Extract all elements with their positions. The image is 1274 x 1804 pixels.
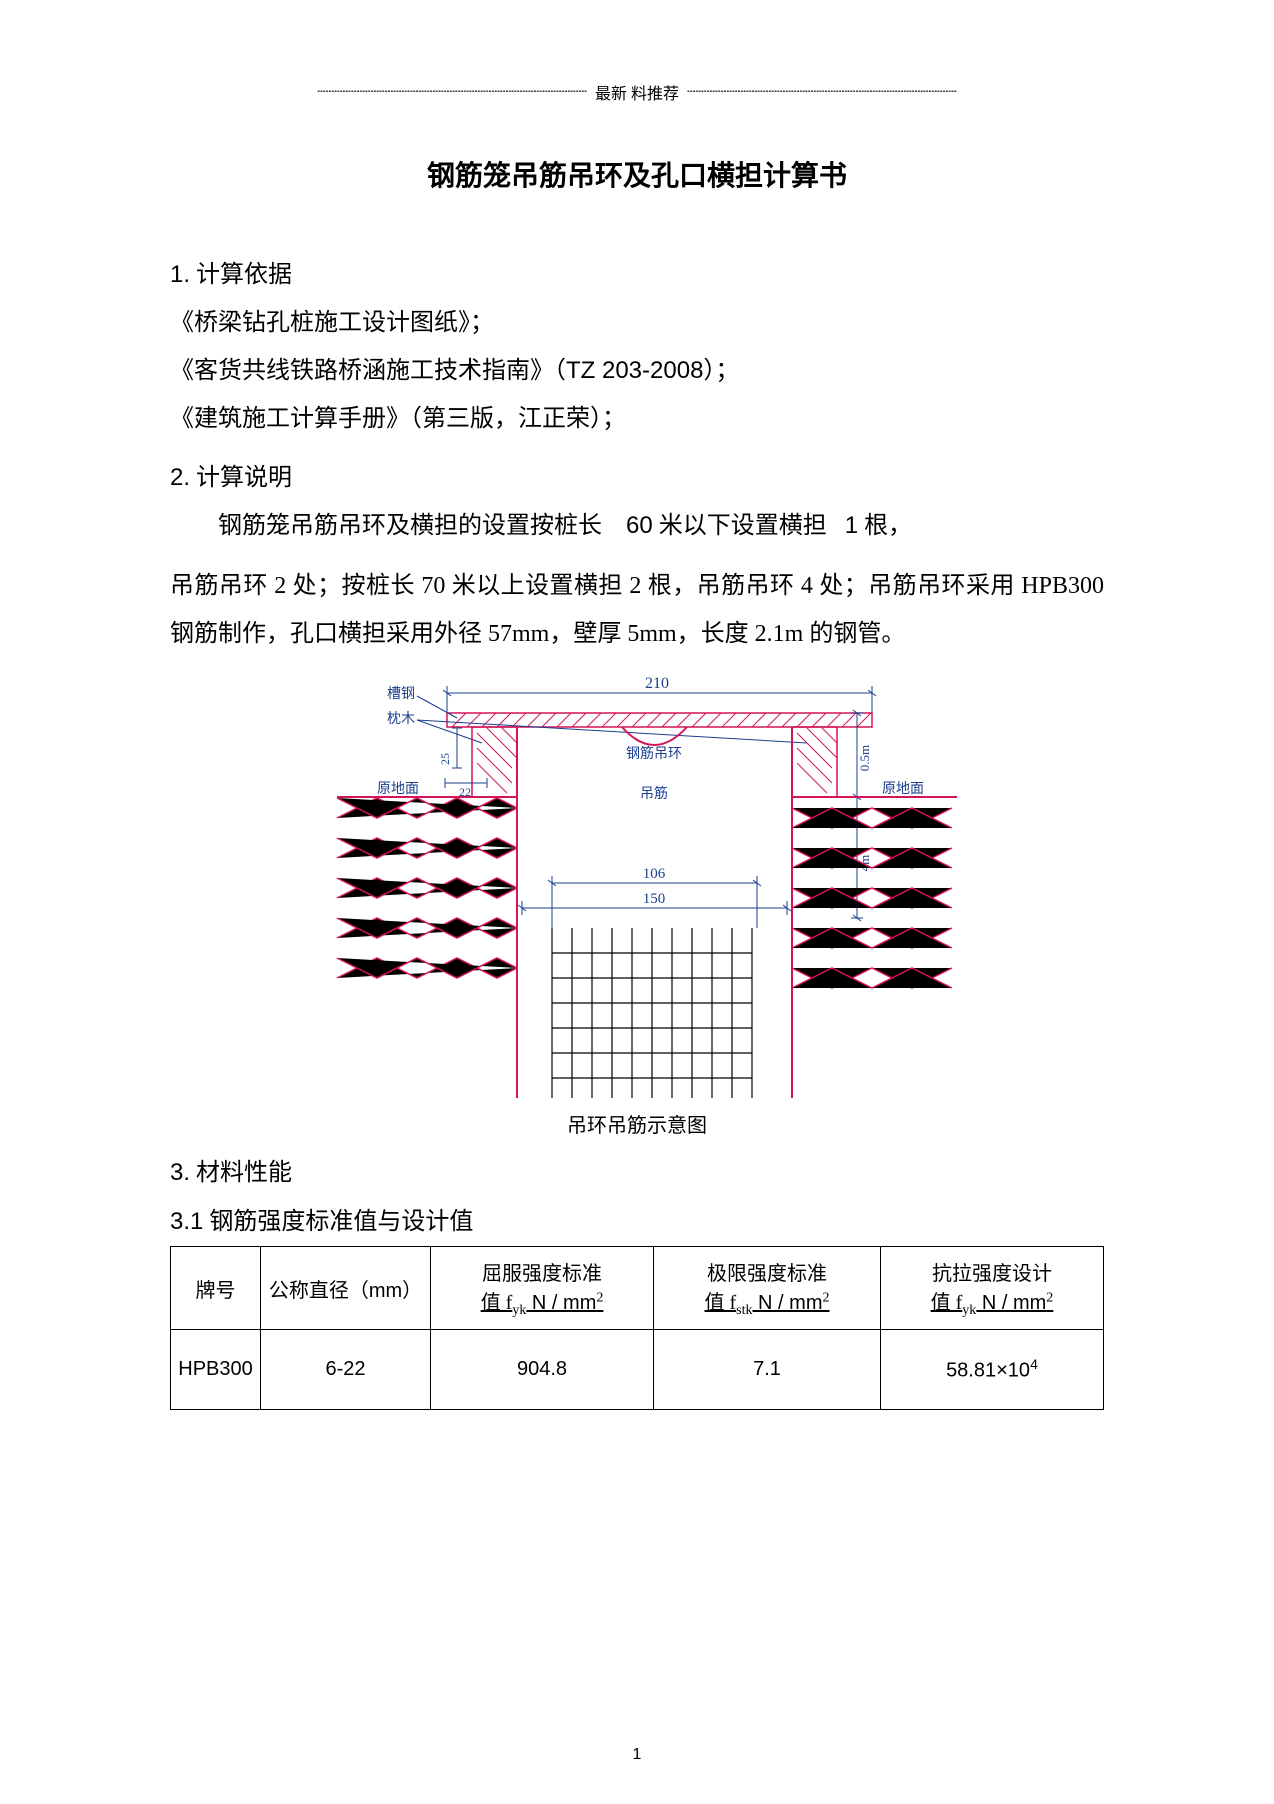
td-dia: 6-22	[261, 1330, 431, 1410]
th-des-c: N / mm	[976, 1292, 1046, 1314]
dim-25: 25	[438, 753, 452, 765]
lbl-sleeper: 枕木	[387, 711, 415, 727]
dim-106: 106	[643, 866, 666, 882]
table-header-row: 牌号 公称直径（mm） 屈服强度标准 值 fyk N / mm2 极限强度标准 …	[171, 1247, 1104, 1330]
ref-2c: ）；	[703, 358, 739, 384]
lbl-ground-r: 原地面	[882, 781, 924, 797]
th-des-sub: yk	[962, 1303, 976, 1318]
section-2-num: 2.	[170, 464, 190, 491]
th-diameter: 公称直径（mm）	[261, 1247, 431, 1330]
diagram-svg: 210 槽钢 枕木	[317, 668, 957, 1098]
table-row: HPB300 6-22 904.8 7.1 58.81×104	[171, 1330, 1104, 1410]
figure: 210 槽钢 枕木	[170, 668, 1104, 1138]
td-yield: 904.8	[431, 1330, 654, 1410]
td-brand: HPB300	[171, 1330, 261, 1410]
p1d: 1	[845, 512, 858, 539]
section-1-title: 计算依据	[196, 262, 292, 288]
dim-210: 210	[645, 675, 669, 692]
th-ult-c: N / mm	[753, 1292, 823, 1314]
th-brand: 牌号	[171, 1247, 261, 1330]
header-dots-left: ┄┄┄┄┄┄┄┄┄┄┄┄┄┄┄┄┄┄┄┄┄┄┄┄┄┄┄┄┄┄┄┄	[317, 84, 587, 101]
section-1-num: 1.	[170, 261, 190, 288]
th-dia-b: mm	[369, 1280, 402, 1302]
dim-05m: 0.5m	[857, 745, 872, 771]
p1e: 根，	[864, 513, 912, 539]
td-des-sup: 4	[1030, 1356, 1038, 1372]
th-ult-sub: stk	[736, 1303, 752, 1318]
th-des-a: 抗拉强度设计	[887, 1257, 1097, 1286]
dim-150: 150	[643, 891, 666, 907]
th-ult-b: 值 f	[704, 1292, 736, 1314]
section-3-head: 3. 材料性能	[170, 1152, 1104, 1187]
page-number: 1	[0, 1746, 1274, 1764]
th-dia-c: ）	[402, 1280, 422, 1302]
header-dots-right: ┄┄┄┄┄┄┄┄┄┄┄┄┄┄┄┄┄┄┄┄┄┄┄┄┄┄┄┄┄┄┄┄	[687, 84, 957, 101]
lbl-ground-l: 原地面	[377, 781, 419, 797]
ref-1: 《桥梁钻孔桩施工设计图纸》；	[170, 299, 1104, 347]
th-ult-a: 极限强度标准	[660, 1257, 874, 1286]
th-yield-a: 屈服强度标准	[437, 1257, 647, 1286]
header-label: 最新 料推荐	[587, 80, 687, 104]
th-design: 抗拉强度设计 值 fyk N / mm2	[880, 1247, 1103, 1330]
section-3-1-head: 3.1 钢筋强度标准值与设计值	[170, 1201, 1104, 1236]
lbl-bar: 吊筋	[640, 785, 668, 802]
lbl-ring: 钢筋吊环	[626, 745, 682, 762]
ref-2b: TZ 203-2008	[566, 357, 703, 384]
th-ultimate: 极限强度标准 值 fstk N / mm2	[654, 1247, 881, 1330]
header-rule: ┄┄┄┄┄┄┄┄┄┄┄┄┄┄┄┄┄┄┄┄┄┄┄┄┄┄┄┄┄┄┄┄ 最新 料推荐 …	[170, 80, 1104, 104]
section-1-head: 1. 计算依据	[170, 254, 1104, 289]
section-3-num: 3.	[170, 1159, 190, 1186]
p1c: 米以下设置横担	[659, 513, 827, 539]
ref-2a: 《客货共线铁路桥涵施工技术指南》（	[170, 358, 566, 384]
page-title: 钢筋笼吊筋吊环及孔口横担计算书	[170, 154, 1104, 194]
ref-2: 《客货共线铁路桥涵施工技术指南》（TZ 203-2008）；	[170, 347, 1104, 395]
th-des-b: 值 f	[931, 1292, 963, 1314]
section-2-head: 2. 计算说明	[170, 457, 1104, 492]
steel-table: 牌号 公称直径（mm） 屈服强度标准 值 fyk N / mm2 极限强度标准 …	[170, 1246, 1104, 1410]
figure-caption: 吊环吊筋示意图	[170, 1109, 1104, 1138]
th-yield-c: N / mm	[526, 1292, 596, 1314]
th-yield-b: 值 f	[481, 1292, 513, 1314]
section-3-1-num: 3.1	[170, 1208, 203, 1235]
th-dia-a: 公称直径（	[269, 1280, 369, 1302]
td-des: 58.81×104	[880, 1330, 1103, 1410]
section-3-title: 材料性能	[196, 1160, 292, 1186]
ref-3: 《建筑施工计算手册》（第三版，江正荣）；	[170, 395, 1104, 443]
th-yield-sub: yk	[512, 1303, 526, 1318]
td-des-b: ×10	[996, 1360, 1030, 1382]
th-yield: 屈服强度标准 值 fyk N / mm2	[431, 1247, 654, 1330]
td-ult: 7.1	[654, 1330, 881, 1410]
td-des-a: 58.81	[946, 1360, 996, 1382]
p1a: 钢筋笼吊筋吊环及横担的设置按桩长	[218, 513, 602, 539]
p1b: 60	[626, 512, 653, 539]
para-2: 吊筋吊环 2 处；按桩长 70 米以上设置横担 2 根，吊筋吊环 4 处；吊筋吊…	[170, 562, 1104, 658]
section-3-1-title: 钢筋强度标准值与设计值	[209, 1209, 473, 1235]
section-2-title: 计算说明	[196, 465, 292, 491]
lbl-channel: 槽钢	[387, 686, 415, 702]
para-1: 钢筋笼吊筋吊环及横担的设置按桩长 60 米以下设置横担 1 根，	[170, 502, 1104, 550]
